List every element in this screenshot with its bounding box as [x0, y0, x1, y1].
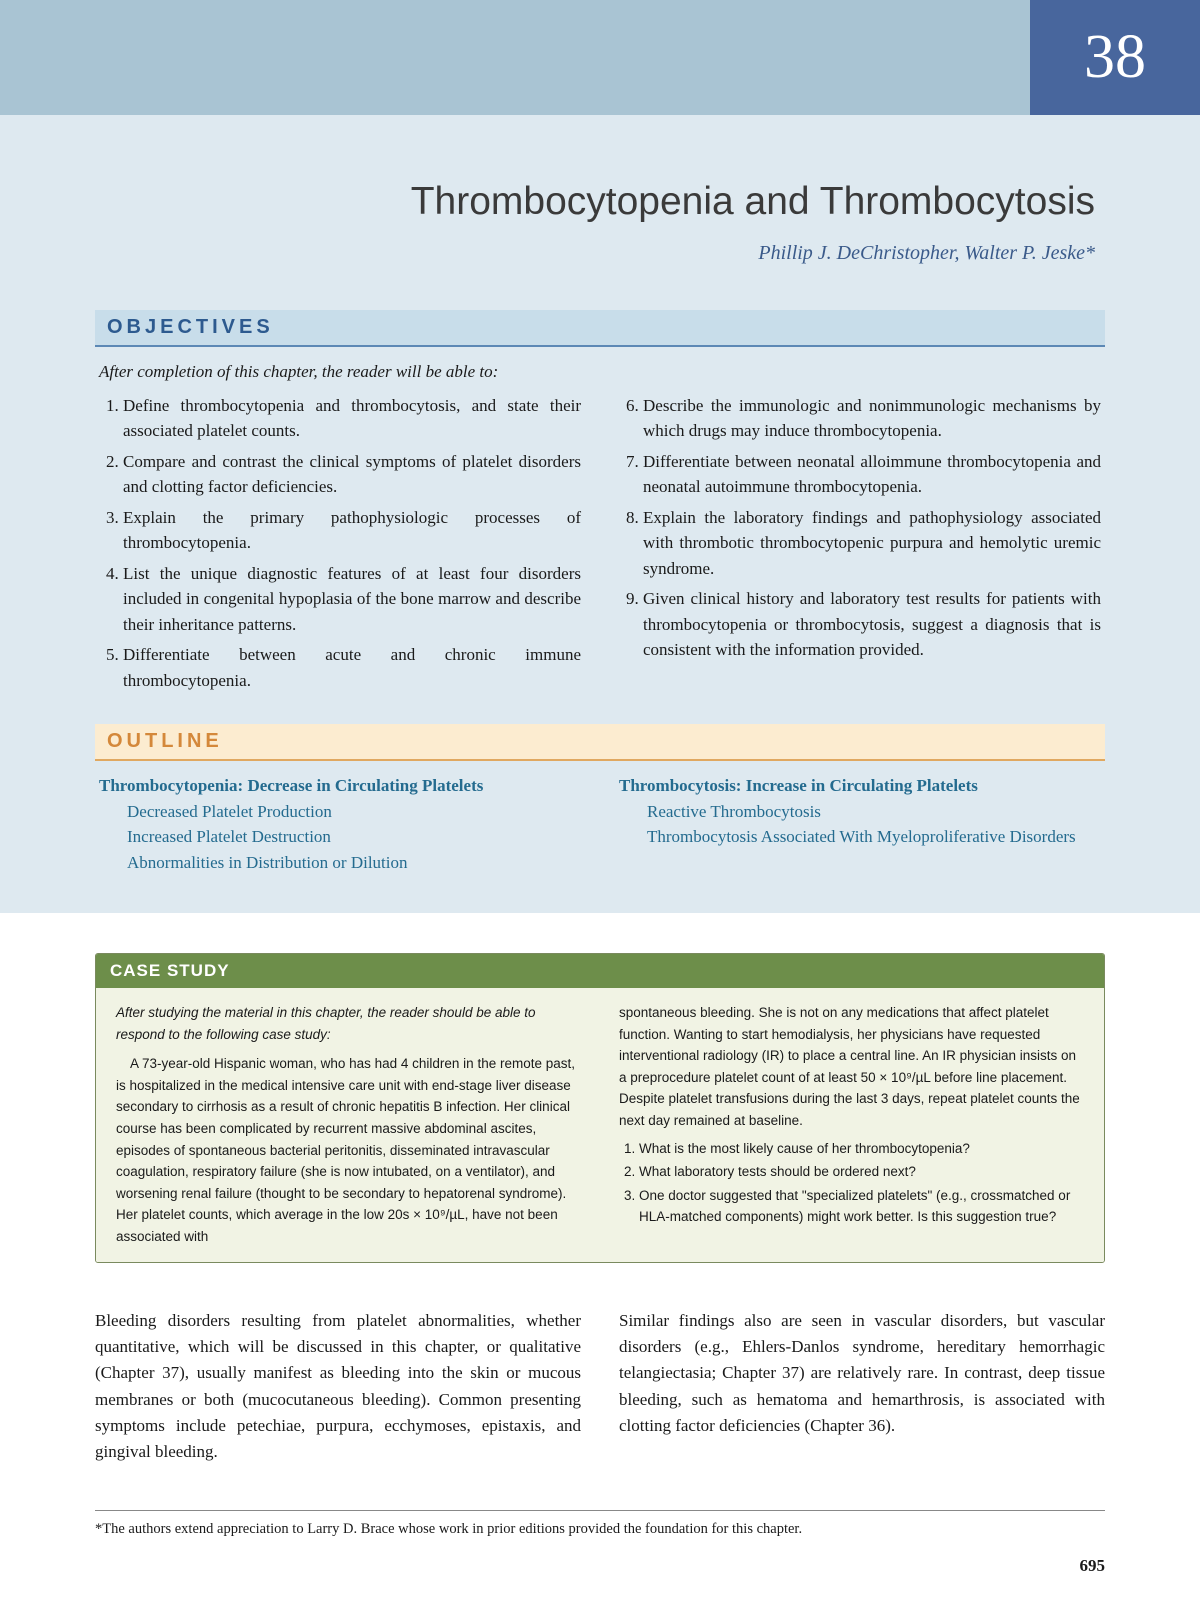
objective-item: Explain the laboratory findings and path…	[643, 505, 1101, 582]
objective-item: Differentiate between neonatal alloimmun…	[643, 449, 1101, 500]
white-content-area: CASE STUDY After studying the material i…	[0, 953, 1200, 1600]
body-col-right: Similar findings also are seen in vascul…	[619, 1308, 1105, 1466]
page-number: 695	[95, 1548, 1105, 1600]
objectives-list-right: Describe the immunologic and nonimmunolo…	[619, 393, 1101, 663]
outline-sub: Abnormalities in Distribution or Dilutio…	[99, 850, 581, 876]
outline-sub: Thrombocytosis Associated With Myeloprol…	[619, 824, 1101, 850]
case-study-box: CASE STUDY After studying the material i…	[95, 953, 1105, 1263]
objective-item: Differentiate between acute and chronic …	[123, 642, 581, 693]
outline-sub: Decreased Platelet Production	[99, 799, 581, 825]
outline-main-right: Thrombocytosis: Increase in Circulating …	[619, 773, 1101, 799]
outline-body: Thrombocytopenia: Decrease in Circulatin…	[95, 761, 1105, 883]
case-question: One doctor suggested that "specialized p…	[639, 1185, 1084, 1228]
authors: Phillip J. DeChristopher, Walter P. Jesk…	[95, 242, 1095, 265]
objective-item: Explain the primary pathophysiologic pro…	[123, 505, 581, 556]
case-questions: What is the most likely cause of her thr…	[619, 1138, 1084, 1228]
objective-item: Describe the immunologic and nonimmunolo…	[643, 393, 1101, 444]
title-area: Thrombocytopenia and Thrombocytosis Phil…	[95, 115, 1105, 310]
objective-item: Compare and contrast the clinical sympto…	[123, 449, 581, 500]
outline-sub: Reactive Thrombocytosis	[619, 799, 1101, 825]
blue-content-area: Thrombocytopenia and Thrombocytosis Phil…	[0, 115, 1200, 913]
objectives-intro: After completion of this chapter, the re…	[99, 359, 1101, 385]
footnote: *The authors extend appreciation to Larr…	[95, 1510, 1105, 1548]
outline-main-left: Thrombocytopenia: Decrease in Circulatin…	[99, 773, 581, 799]
header-left-band	[0, 0, 1030, 115]
case-study-text: spontaneous bleeding. She is not on any …	[619, 1002, 1084, 1132]
body-col-left: Bleeding disorders resulting from platel…	[95, 1308, 581, 1466]
case-study-heading: CASE STUDY	[96, 954, 1104, 988]
case-question: What laboratory tests should be ordered …	[639, 1161, 1084, 1183]
chapter-number-box: 38	[1030, 0, 1200, 115]
outline-heading: OUTLINE	[95, 724, 1105, 761]
objective-item: Given clinical history and laboratory te…	[643, 586, 1101, 663]
objectives-body: After completion of this chapter, the re…	[95, 347, 1105, 706]
chapter-title: Thrombocytopenia and Thrombocytosis	[95, 180, 1095, 224]
objective-item: List the unique diagnostic features of a…	[123, 561, 581, 638]
case-question: What is the most likely cause of her thr…	[639, 1138, 1084, 1160]
main-body-text: Bleeding disorders resulting from platel…	[95, 1263, 1105, 1496]
objective-item: Define thrombocytopenia and thrombocytos…	[123, 393, 581, 444]
case-study-intro: After studying the material in this chap…	[116, 1002, 581, 1045]
case-study-text: A 73-year-old Hispanic woman, who has ha…	[116, 1053, 581, 1247]
objectives-heading: OBJECTIVES	[95, 310, 1105, 347]
objectives-list-left: Define thrombocytopenia and thrombocytos…	[99, 393, 581, 694]
chapter-header-band: 38	[0, 0, 1200, 115]
outline-sub: Increased Platelet Destruction	[99, 824, 581, 850]
